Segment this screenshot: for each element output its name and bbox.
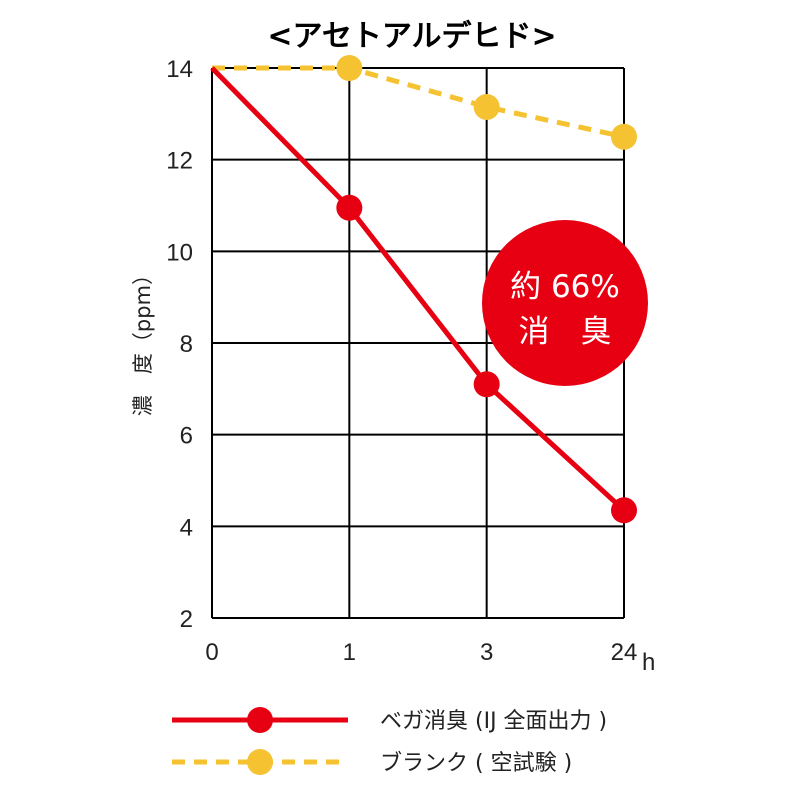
chart-title: <アセトアルデヒド> <box>267 19 556 54</box>
y-axis-label: 濃 度（ppm） <box>131 264 155 416</box>
series-layer <box>210 55 637 524</box>
y-tick-label-5: 4 <box>180 514 193 541</box>
y-tick-label-4: 6 <box>180 423 193 450</box>
y-tick-label-2: 10 <box>166 239 193 266</box>
legend-item-blank: ブランク ( 空試験 ) <box>172 749 572 776</box>
series-0-point-2 <box>473 371 500 398</box>
series-line-1 <box>212 65 625 140</box>
series-0-point-3 <box>611 497 637 524</box>
grid <box>211 67 625 619</box>
y-tick-labels: 14 12 10 8 6 4 2 <box>166 56 193 633</box>
y-tick-label-6: 2 <box>180 606 193 633</box>
y-tick-label-0: 14 <box>166 56 193 83</box>
badge-line2: 消 臭 <box>519 314 612 350</box>
series-line-0 <box>210 66 626 513</box>
x-tick-label-1: 1 <box>343 639 356 666</box>
x-tick-label-2: 3 <box>480 639 493 666</box>
series-1-point-3 <box>611 123 637 150</box>
series-1-point-2 <box>473 93 500 120</box>
legend-marker-vega <box>247 707 273 733</box>
reduction-badge: 約 66% 消 臭 <box>482 220 648 386</box>
legend-item-vega: ベガ消臭 (IJ 全面出力 ) <box>172 707 607 734</box>
series-1-point-1 <box>336 55 363 81</box>
badge-line1: 約 66% <box>510 269 620 305</box>
y-tick-label-1: 12 <box>166 148 193 175</box>
legend-marker-blank <box>247 749 273 775</box>
badge-circle <box>482 220 648 386</box>
x-tick-labels: 0 1 3 24 <box>205 639 637 666</box>
x-tick-label-3: 24 <box>611 639 638 666</box>
series-0-point-1 <box>336 194 363 221</box>
y-tick-label-3: 8 <box>180 331 193 358</box>
legend-label-vega: ベガ消臭 (IJ 全面出力 ) <box>380 709 607 734</box>
legend-label-blank: ブランク ( 空試験 ) <box>380 751 572 776</box>
x-unit-label: h <box>642 649 655 676</box>
legend: ベガ消臭 (IJ 全面出力 ) ブランク ( 空試験 ) <box>172 707 607 776</box>
x-tick-label-0: 0 <box>205 639 218 666</box>
